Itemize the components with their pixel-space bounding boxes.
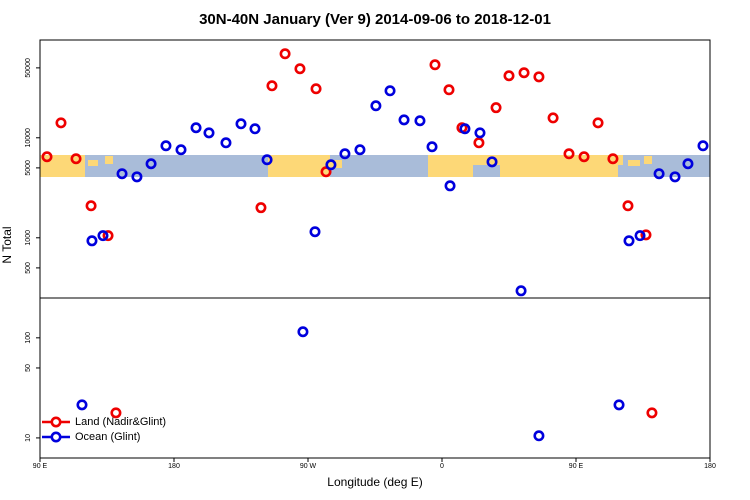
y-tick-label: 10000 xyxy=(25,128,32,148)
data-point xyxy=(131,171,143,183)
x-axis-title: Longitude (deg E) xyxy=(327,475,422,489)
data-point xyxy=(97,230,109,242)
data-point xyxy=(190,122,202,134)
data-point xyxy=(429,59,441,71)
map-strip xyxy=(40,155,710,177)
y-tick-label: 100 xyxy=(25,332,32,344)
y-tick-label: 500 xyxy=(25,262,32,274)
x-tick-label: 90 E xyxy=(33,463,48,470)
data-point xyxy=(325,159,337,171)
x-tick-label: 90 E xyxy=(569,463,584,470)
data-point xyxy=(533,430,545,442)
data-point xyxy=(370,100,382,112)
y-tick-label: 50 xyxy=(25,364,32,372)
data-point xyxy=(249,123,261,135)
data-point xyxy=(203,127,215,139)
data-point xyxy=(613,399,625,411)
data-point xyxy=(547,112,559,124)
x-tick-label: 180 xyxy=(168,463,180,470)
x-tick-label: 90 W xyxy=(300,463,317,470)
y-tick-label: 50000 xyxy=(25,58,32,78)
data-point xyxy=(384,85,396,97)
data-point xyxy=(339,148,351,160)
data-point xyxy=(85,200,97,212)
data-point xyxy=(220,137,232,149)
data-point xyxy=(175,144,187,156)
data-point xyxy=(490,102,502,114)
data-point xyxy=(473,137,485,149)
data-point xyxy=(503,70,515,82)
data-point xyxy=(640,229,652,241)
data-point xyxy=(682,158,694,170)
data-point xyxy=(261,154,273,166)
data-point xyxy=(354,144,366,156)
data-point xyxy=(310,83,322,95)
data-point xyxy=(607,153,619,165)
legend-marker xyxy=(50,431,62,443)
data-point xyxy=(646,407,658,419)
x-tick-label: 180 xyxy=(704,463,716,470)
data-point xyxy=(102,230,114,242)
data-point xyxy=(414,115,426,127)
data-point xyxy=(634,230,646,242)
data-point xyxy=(279,48,291,60)
data-point xyxy=(444,180,456,192)
data-point xyxy=(515,285,527,297)
y-tick-label: 10 xyxy=(25,434,32,442)
data-point xyxy=(309,226,321,238)
plot-frame xyxy=(39,39,711,459)
data-point xyxy=(235,118,247,130)
legend-label: Land (Nadir&Glint) xyxy=(75,416,166,428)
y-tick-label: 5000 xyxy=(25,160,32,176)
data-point xyxy=(294,63,306,75)
data-point xyxy=(266,80,278,92)
data-point xyxy=(116,168,128,180)
data-point xyxy=(459,123,471,135)
data-point xyxy=(145,158,157,170)
data-point xyxy=(486,156,498,168)
data-point xyxy=(592,117,604,129)
data-point xyxy=(578,151,590,163)
data-point xyxy=(398,114,410,126)
legend-marker xyxy=(50,416,62,428)
x-tick-label: 0 xyxy=(440,463,444,470)
legend-label: Ocean (Glint) xyxy=(75,431,140,443)
data-point xyxy=(563,148,575,160)
data-point xyxy=(55,117,67,129)
data-point xyxy=(653,168,665,180)
data-point xyxy=(160,140,172,152)
data-point xyxy=(426,141,438,153)
data-point xyxy=(86,235,98,247)
data-point xyxy=(533,71,545,83)
y-axis-title: N Total xyxy=(0,226,14,263)
data-point xyxy=(320,166,332,178)
data-point xyxy=(518,67,530,79)
data-point xyxy=(669,171,681,183)
data-point xyxy=(110,407,122,419)
data-point xyxy=(255,202,267,214)
chart-title: 30N-40N January (Ver 9) 2014-09-06 to 20… xyxy=(199,11,551,28)
data-point xyxy=(623,235,635,247)
y-tick-label: 1000 xyxy=(25,230,32,246)
data-point xyxy=(76,399,88,411)
data-point xyxy=(70,153,82,165)
data-point xyxy=(297,326,309,338)
data-point xyxy=(443,84,455,96)
data-point xyxy=(622,200,634,212)
data-point xyxy=(474,127,486,139)
data-point xyxy=(697,140,709,152)
data-point xyxy=(41,151,53,163)
